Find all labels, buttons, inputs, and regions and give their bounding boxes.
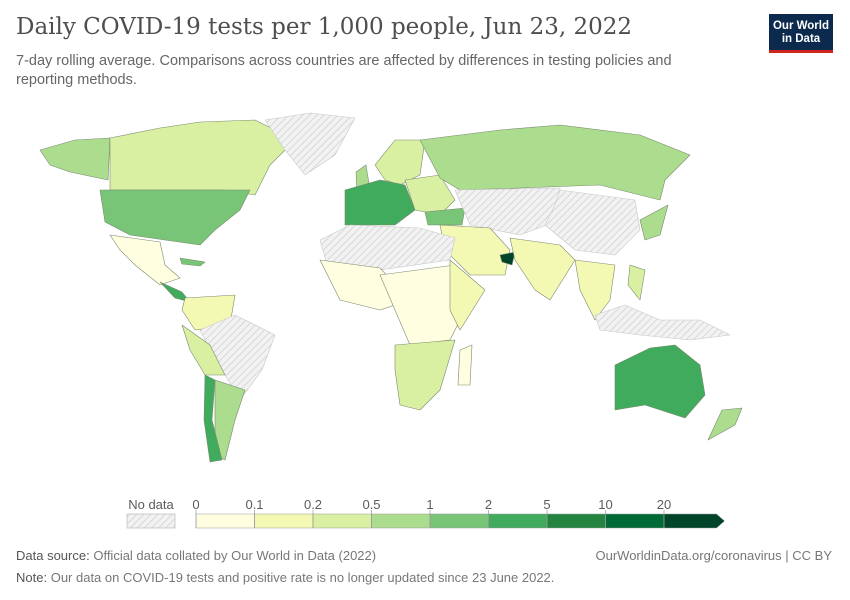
legend-bin-6 <box>546 513 606 529</box>
country-india[interactable] <box>509 237 576 301</box>
country-indonesia[interactable] <box>594 304 731 341</box>
legend-bin-8 <box>663 513 725 529</box>
country-caribbean[interactable] <box>179 257 206 267</box>
country-eastern-europe[interactable] <box>404 174 456 216</box>
legend-bin-0 <box>195 513 255 529</box>
country-east-africa[interactable] <box>449 259 486 331</box>
owid-logo[interactable]: Our World in Data <box>769 14 833 53</box>
data-source: Data source: Official data collated by O… <box>16 548 376 563</box>
legend-tick-label: 0.2 <box>303 497 323 512</box>
legend-bin-2 <box>312 513 372 529</box>
country-turkey[interactable] <box>424 207 466 226</box>
country-canada[interactable] <box>109 119 296 196</box>
legend-tick-label: 0.5 <box>362 497 381 512</box>
legend-no-data-label: No data <box>128 497 174 512</box>
legend-tick-label: 2 <box>484 497 493 512</box>
note-label: Note: <box>16 570 48 585</box>
legend-bin-3 <box>371 513 431 529</box>
country-central-asia[interactable] <box>454 187 561 236</box>
legend-bin-1 <box>254 513 314 529</box>
country-southern-africa[interactable] <box>394 339 456 411</box>
country-chile[interactable] <box>203 374 223 463</box>
legend-no-data-swatch <box>126 513 176 529</box>
country-scandinavia[interactable] <box>374 139 426 186</box>
country-japan-korea[interactable] <box>639 204 669 241</box>
source-text: Official data collated by Our World in D… <box>93 548 377 563</box>
legend-tick-label: 0 <box>192 497 200 512</box>
country-usa[interactable] <box>99 189 251 246</box>
legend-bin-4 <box>429 513 489 529</box>
country-new-zealand[interactable] <box>707 407 743 441</box>
legend-tick-label: 0.1 <box>245 497 264 512</box>
country-greenland[interactable] <box>264 112 356 176</box>
legend-tick-label: 10 <box>598 497 613 512</box>
legend-bin-5 <box>488 513 548 529</box>
country-china[interactable] <box>544 189 641 256</box>
source-url-link[interactable]: OurWorldinData.org/coronavirus | CC BY <box>595 548 832 563</box>
country-madagascar[interactable] <box>457 344 473 386</box>
country-peru-bolivia[interactable] <box>181 324 226 376</box>
country-alaska[interactable] <box>39 137 111 181</box>
country-uae[interactable] <box>499 251 516 266</box>
legend-tick-label: 1 <box>426 497 434 512</box>
country-australia[interactable] <box>614 344 706 419</box>
legend-tick-label: 5 <box>543 497 551 512</box>
country-russia[interactable] <box>419 124 691 201</box>
country-western-europe[interactable] <box>344 179 416 226</box>
country-philippines[interactable] <box>627 264 646 301</box>
legend-bin-7 <box>605 513 665 529</box>
note-text: Our data on COVID-19 tests and positive … <box>50 570 555 585</box>
world-map <box>39 112 743 463</box>
source-label: Data source: <box>16 548 90 563</box>
legend-tick-label: 20 <box>656 497 672 512</box>
country-argentina[interactable] <box>214 379 246 461</box>
note: Note: Our data on COVID-19 tests and pos… <box>16 570 554 585</box>
chart-title: Daily COVID-19 tests per 1,000 people, J… <box>16 14 633 40</box>
chart-subtitle: 7-day rolling average. Comparisons acros… <box>16 53 672 88</box>
country-southeast-asia[interactable] <box>574 259 616 321</box>
country-mexico[interactable] <box>109 234 181 286</box>
